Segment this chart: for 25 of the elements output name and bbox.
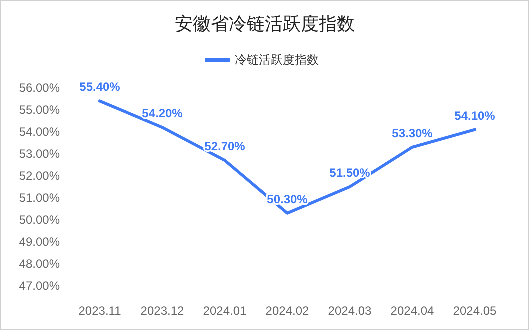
y-tick-label: 53.00% bbox=[19, 147, 60, 162]
y-tick-label: 47.00% bbox=[19, 279, 60, 294]
x-tick-label: 2024.03 bbox=[328, 304, 372, 318]
data-label: 54.20% bbox=[142, 106, 184, 121]
y-tick-label: 50.00% bbox=[19, 213, 60, 228]
y-tick-label: 54.00% bbox=[19, 125, 60, 140]
y-tick-label: 51.00% bbox=[19, 191, 60, 206]
x-tick-label: 2024.05 bbox=[453, 304, 498, 318]
legend-label: 冷链活跃度指数 bbox=[235, 53, 319, 68]
x-tick-label: 2023.11 bbox=[78, 304, 122, 318]
data-label: 54.10% bbox=[454, 108, 496, 123]
y-tick-label: 52.00% bbox=[19, 169, 60, 184]
data-label: 55.40% bbox=[80, 80, 121, 94]
y-tick-label: 48.00% bbox=[19, 257, 60, 272]
data-label: 53.30% bbox=[392, 126, 434, 140]
y-tick-label: 49.00% bbox=[19, 235, 60, 250]
data-label: 51.50% bbox=[330, 166, 371, 180]
x-tick-label: 2024.02 bbox=[266, 304, 310, 318]
x-tick-label: 2024.01 bbox=[203, 304, 248, 318]
chart-title: 安徽省冷链活跃度指数 bbox=[175, 14, 355, 34]
x-tick-label: 2023.12 bbox=[140, 304, 185, 318]
y-tick-label: 55.00% bbox=[19, 103, 60, 118]
data-label: 52.70% bbox=[204, 140, 246, 154]
y-tick-label: 56.00% bbox=[19, 81, 60, 96]
x-tick-label: 2024.04 bbox=[390, 304, 435, 318]
